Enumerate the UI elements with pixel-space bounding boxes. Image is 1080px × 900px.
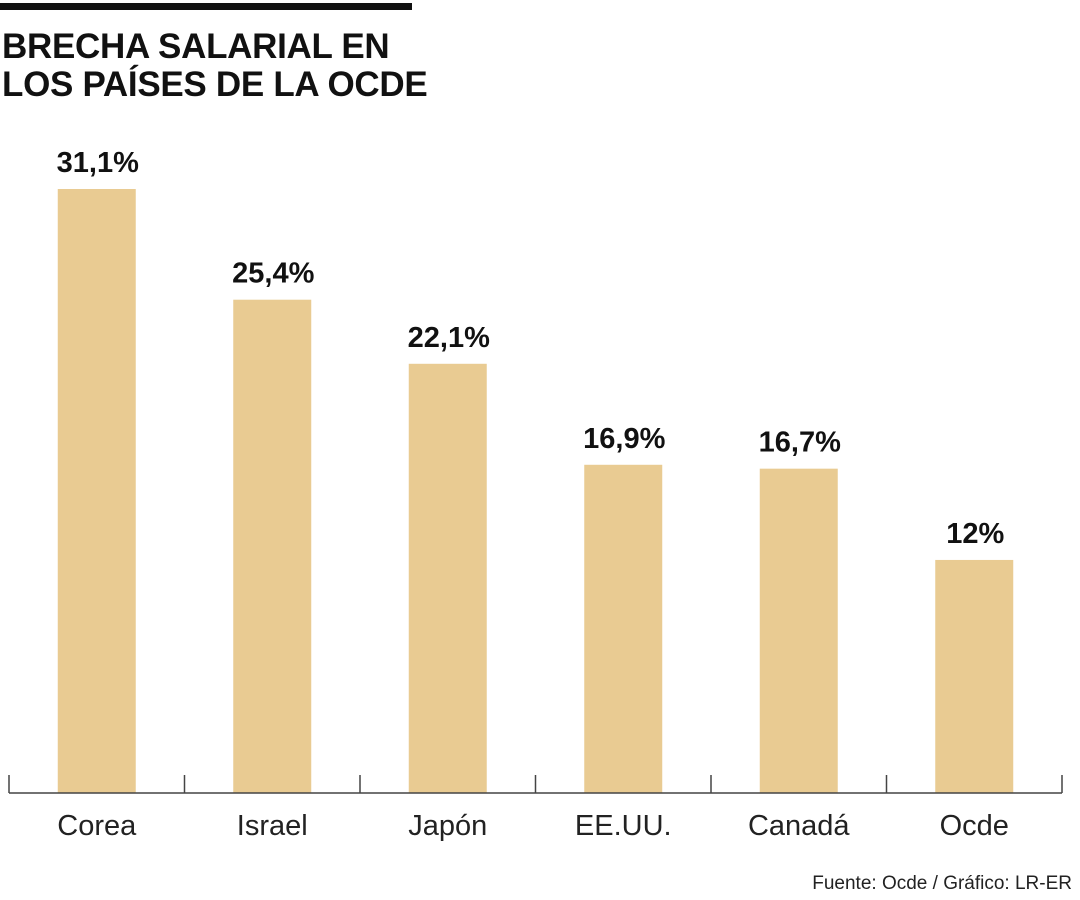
category-label: Israel bbox=[237, 810, 308, 842]
category-label: EE.UU. bbox=[575, 810, 672, 842]
category-label: Ocde bbox=[940, 810, 1009, 842]
bar-3 bbox=[584, 464, 663, 793]
title-line-1: BRECHA SALARIAL EN bbox=[2, 27, 390, 66]
top-rule bbox=[0, 3, 412, 10]
title-line-2: LOS PAÍSES DE LA OCDE bbox=[2, 65, 428, 104]
bar-2 bbox=[408, 363, 487, 793]
category-label: Japón bbox=[408, 810, 487, 842]
bar-4 bbox=[759, 468, 838, 793]
category-label: Canadá bbox=[748, 810, 850, 842]
source-note: Fuente: Ocde / Gráfico: LR-ER bbox=[812, 873, 1072, 894]
bar-value-label: 12% bbox=[946, 518, 1004, 550]
bar-value-label: 16,9% bbox=[583, 423, 665, 455]
bar-0 bbox=[57, 189, 136, 793]
bar-1 bbox=[233, 299, 312, 793]
chart-title: BRECHA SALARIAL EN LOS PAÍSES DE LA OCDE bbox=[2, 28, 602, 104]
x-axis bbox=[8, 775, 1063, 794]
bar-value-label: 22,1% bbox=[408, 322, 490, 354]
labels-group: 31,1% Corea 25,4% Israel 22,1% Japón 16,9% EE.U… bbox=[57, 147, 1009, 842]
bar-5 bbox=[935, 559, 1014, 793]
bar-value-label: 25,4% bbox=[232, 258, 314, 290]
category-label: Corea bbox=[57, 810, 137, 842]
bar-value-label: 16,7% bbox=[759, 427, 841, 459]
bars-group bbox=[57, 189, 1014, 793]
bar-value-label: 31,1% bbox=[57, 147, 139, 179]
